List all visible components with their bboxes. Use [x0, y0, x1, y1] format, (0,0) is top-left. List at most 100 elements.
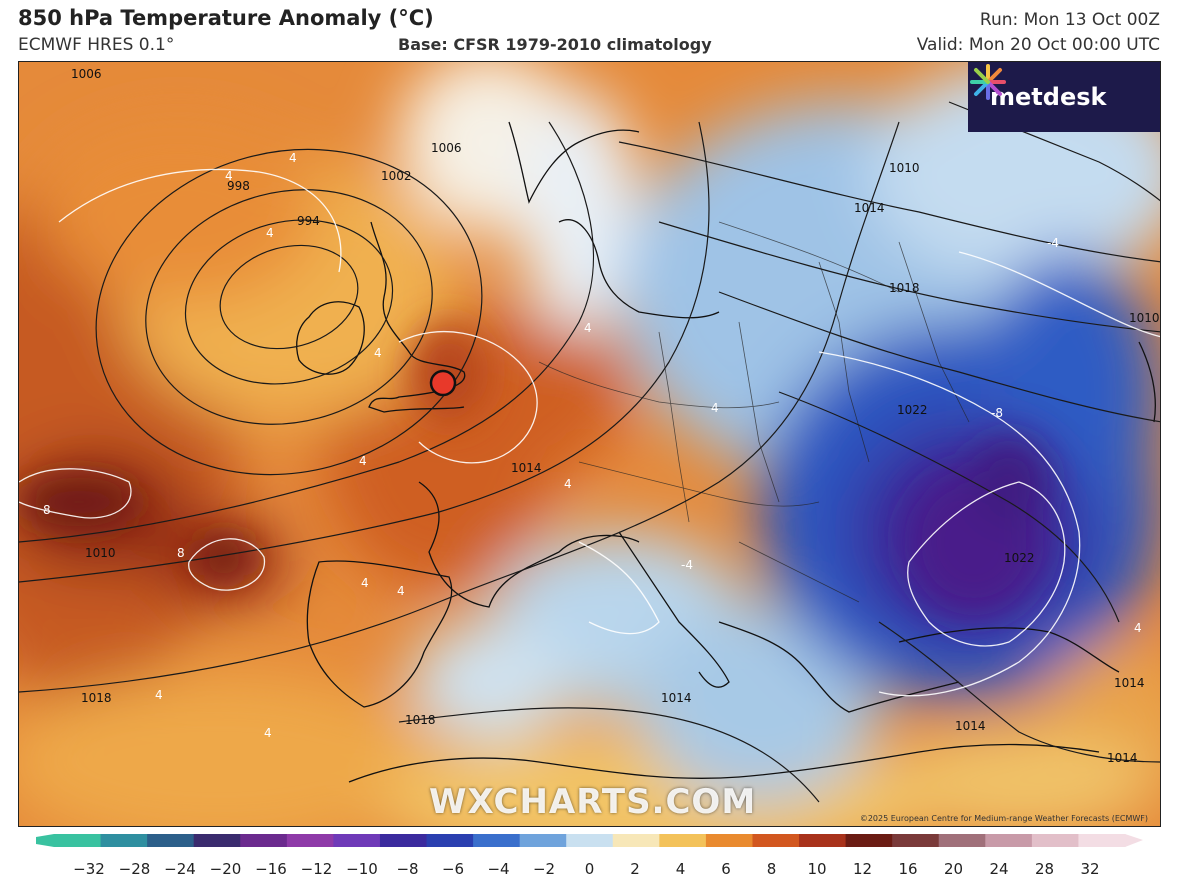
- colorbar-tick-label: −24: [164, 860, 196, 878]
- contour-minus4-med: [578, 541, 660, 635]
- isobar-label: 1010: [1129, 311, 1160, 325]
- colorbar-tick-label: 16: [898, 860, 917, 878]
- colorbar-segment: [799, 834, 847, 847]
- metdesk-burst-icon: [970, 64, 1006, 100]
- colorbar-segment: [147, 834, 195, 847]
- colorbar-segment: [240, 834, 288, 847]
- colorbar-tick-label: 0: [585, 860, 595, 878]
- metdesk-logo-text: metdesk: [990, 83, 1107, 111]
- colorbar-tick-label: 20: [944, 860, 963, 878]
- contour-8-east: [907, 481, 1066, 647]
- coast-black-sea: [898, 627, 1120, 673]
- contour-8-atl: [188, 538, 265, 591]
- isobar-labels: 1006 1002 998 994 1006 1010 1014 1018 10…: [71, 67, 1160, 765]
- isobar-1002: [145, 189, 433, 425]
- colorbar: −32 −28 −24 −20 −16 −12 −10 −8 −6 −4 −2 0 2 4 6 8 10 12 16…: [36, 834, 1143, 878]
- colorbar-tick-label: 32: [1080, 860, 1099, 878]
- colorbar-segment: [286, 834, 334, 847]
- isobar-1014-ne: [658, 221, 1160, 333]
- coastlines: [296, 121, 1156, 783]
- isobar-1014-se: [878, 621, 1160, 763]
- colorbar-segment: [892, 834, 940, 847]
- colorbar-segment: [985, 834, 1033, 847]
- isobar-994: [219, 244, 359, 350]
- colorbar-segment: [100, 834, 148, 847]
- coast-italy: [618, 531, 730, 688]
- isobar-1018-e: [718, 291, 1160, 423]
- anomaly-label: 4: [397, 584, 405, 598]
- colorbar-labels: −32 −28 −24 −20 −16 −12 −10 −8 −6 −4 −2 0 2 4 6 8 10 12 16…: [73, 860, 1099, 878]
- isobar-label: 1002: [381, 169, 412, 183]
- colorbar-tick-label: −6: [442, 860, 464, 878]
- isobar-label: 1018: [405, 713, 436, 727]
- colorbar-segment: [659, 834, 707, 847]
- anomaly-label: 4: [584, 321, 592, 335]
- anomaly-label: -4: [681, 558, 693, 572]
- anomaly-label: 4: [711, 401, 719, 415]
- isobar-label: 1006: [71, 67, 102, 81]
- isobar-998: [184, 219, 394, 385]
- isobar-1014-s: [398, 707, 820, 803]
- coast-scandinavia-south: [558, 219, 720, 319]
- isobar-label: 1014: [854, 201, 885, 215]
- map-canvas: 1006 1002 998 994 1006 1010 1014 1018 10…: [19, 62, 1160, 826]
- isobar-label: 1006: [431, 141, 462, 155]
- anomaly-label: 8: [177, 546, 185, 560]
- coast-france: [418, 481, 640, 608]
- anomaly-label: 4: [266, 226, 274, 240]
- isobar-label: 1014: [511, 461, 542, 475]
- isobar-label: 1022: [897, 403, 928, 417]
- anomaly-label: -4: [1047, 236, 1059, 250]
- wxcharts-watermark: WXCHARTS.COM: [429, 782, 757, 822]
- colorbar-tick-label: −2: [533, 860, 555, 878]
- anomaly-label: 4: [361, 576, 369, 590]
- colorbar-segment: [612, 834, 660, 847]
- colorbar-segment: [193, 834, 241, 847]
- coast-britain: [368, 221, 466, 413]
- colorbar-segment: [426, 834, 474, 847]
- isobar-label: 1010: [889, 161, 920, 175]
- anomaly-label: 4: [1134, 621, 1142, 635]
- colorbar-tick-label: 2: [630, 860, 640, 878]
- anomaly-label: 8: [43, 503, 51, 517]
- isobar-1022: [778, 391, 1120, 623]
- isobar-1014: [19, 121, 710, 583]
- contour-4-nw: [58, 168, 342, 273]
- colorbar-tick-label: 28: [1035, 860, 1054, 878]
- colorbar-segments: [54, 834, 1126, 847]
- colorbar-tick-label: 10: [807, 860, 826, 878]
- anomaly-label: 4: [264, 726, 272, 740]
- isobar-label: 1014: [661, 691, 692, 705]
- colorbar-tick-label: −16: [255, 860, 287, 878]
- isobars: [19, 101, 1160, 803]
- model-label: ECMWF HRES 0.1°: [18, 35, 175, 55]
- colorbar-tick-label: −20: [210, 860, 242, 878]
- colorbar-segment: [845, 834, 893, 847]
- colorbar-segment: [1078, 834, 1126, 847]
- coast-north-africa: [348, 743, 1100, 783]
- isobar-label: 1018: [889, 281, 920, 295]
- colorbar-segment: [379, 834, 428, 847]
- colorbar-tick-label: −28: [119, 860, 151, 878]
- climatology-base-label: Base: CFSR 1979-2010 climatology: [398, 35, 712, 54]
- anomaly-label: -8: [991, 406, 1003, 420]
- colorbar-tick-label: 24: [989, 860, 1008, 878]
- colorbar-segment: [566, 834, 614, 847]
- colorbar-tick-label: −8: [396, 860, 418, 878]
- colorbar-segment: [54, 834, 102, 847]
- colorbar-tick-label: −12: [301, 860, 333, 878]
- colorbar-tick-label: −32: [73, 860, 105, 878]
- colorbar-tick-label: 4: [676, 860, 686, 878]
- colorbar-segment: [705, 834, 754, 847]
- isobar-label: 994: [297, 214, 320, 228]
- isobar-label: 998: [227, 179, 250, 193]
- isobar-label: 1018: [81, 691, 112, 705]
- contour-minus4-ne: [958, 251, 1160, 338]
- colorbar-right-arrow: [1125, 834, 1143, 847]
- isobar-1010-w: [19, 121, 595, 543]
- anomaly-label: 4: [374, 346, 382, 360]
- anomaly-labels: 4 4 4 4 4 4 4 4 8 8 4 4 4 4 -4 -4 -8 4: [43, 151, 1142, 740]
- colorbar-segment: [938, 834, 986, 847]
- isobar-1018: [19, 121, 900, 693]
- colorbar-segment: [519, 834, 567, 847]
